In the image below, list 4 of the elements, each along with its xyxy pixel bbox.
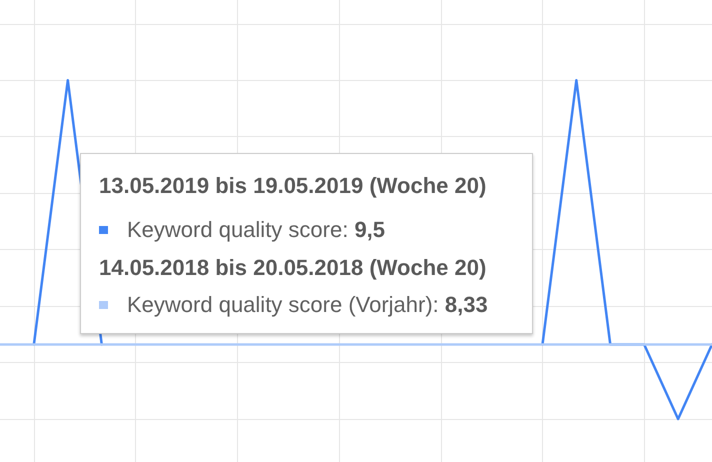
- annotation: 14.05.2018 bis 20.05.2018 (Woche 20): [99, 255, 488, 281]
- annotation: Keyword quality score: 9,5: [127, 217, 386, 242]
- annotation: Keyword quality score (Vorjahr): 8,33: [127, 292, 488, 317]
- annotation: 13.05.2019 bis 19.05.2019 (Woche 20): [99, 173, 488, 199]
